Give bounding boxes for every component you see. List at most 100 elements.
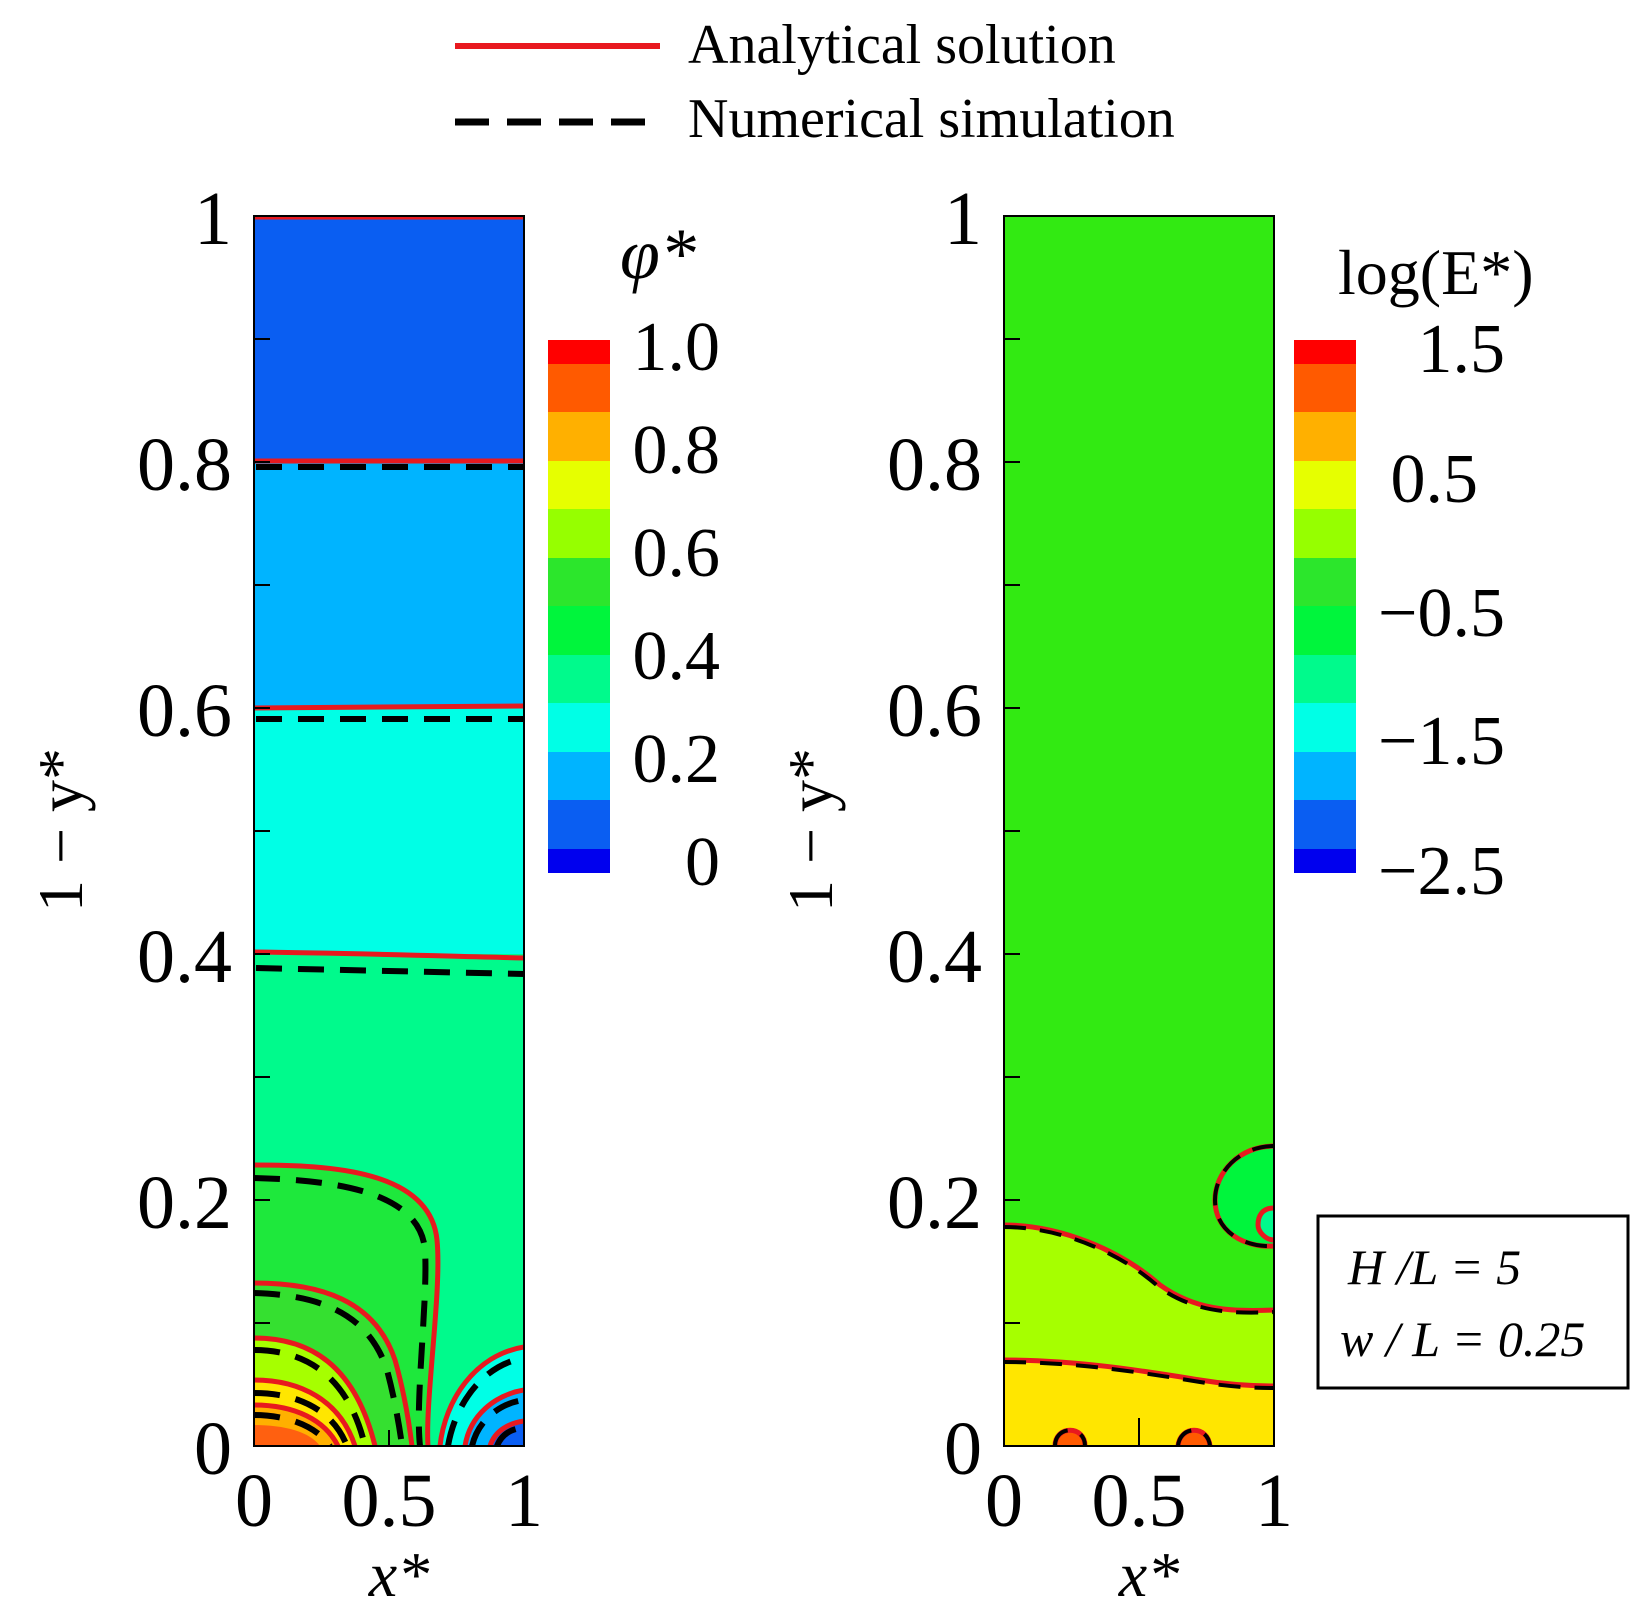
logE-cb-swatch [1294,655,1356,703]
logE-cb-swatch [1294,340,1356,364]
phi-cb-swatch [548,800,610,849]
phi-analytical-contour [254,1402,341,1446]
parameter-box-frame [1316,1214,1630,1390]
param-h-over-l: H /L = 5 [1347,1239,1521,1295]
phi-region-2 [254,708,524,954]
phi-cb-tick: 0.4 [633,618,721,695]
phi-numerical-contour [254,1290,405,1446]
phi-numerical-contour [254,1175,429,1446]
logE-cb-swatch [1294,412,1356,461]
phi-x-tick-0: 0 [235,1459,273,1543]
phi-analytical-contour [254,1335,378,1446]
phi-cb-swatch [548,752,610,800]
logE-colorbar-title: log(E*) [1338,237,1534,308]
logE-y-tick-02: 0.2 [887,1161,982,1245]
logE-y-tick-1: 1 [944,177,982,261]
phi-x-tick-1: 1 [505,1459,543,1543]
phi-y-tick-02: 0.2 [137,1161,232,1245]
logE-cb-tick: −2.5 [1378,833,1505,910]
logE-y-tick-0: 0 [944,1407,982,1491]
phi-cb-swatch [548,461,610,509]
phi-y-tick-04: 0.4 [137,915,232,999]
phi-y-tick-08: 0.8 [137,423,232,507]
logE-cb-swatch [1294,849,1356,873]
phi-numerical-contour [255,965,524,977]
logE-analytical-contour [1255,1205,1274,1243]
logE-y-axis-label: 1 − y* [775,748,846,912]
logE-cb-swatch [1294,461,1356,509]
phi-numerical-contour [469,1397,524,1446]
phi-analytical-contour [254,1162,441,1446]
phi-x-axis-label: x* [368,1539,429,1610]
legend: Analytical solution Numerical simulation [455,14,1175,150]
phi-numerical-contour [254,1347,368,1446]
logE-cb-swatch [1294,703,1356,752]
logE-cb-swatch [1294,752,1356,800]
phi-cb-swatch [548,364,610,412]
phi-cb-swatch [548,606,610,655]
logE-x-tick-1: 1 [1255,1459,1293,1543]
phi-numerical-contours [254,464,524,1446]
param-w-over-l: w / L = 0.25 [1340,1311,1585,1367]
phi-cb-swatch [548,558,610,606]
phi-cb-swatch [548,703,610,752]
phi-colorbar [548,340,610,873]
logE-numerical-contour [1212,1144,1274,1249]
logE-cb-tick: 1.5 [1418,311,1506,388]
logE-colorbar-ticks: 1.5 0.5 −0.5 −1.5 −2.5 [1378,311,1505,910]
phi-analytical-contour [254,949,524,961]
phi-y-tick-0: 0 [194,1407,232,1491]
phi-analytical-contour [462,1387,524,1446]
logE-y-tick-06: 0.6 [887,669,982,753]
logE-numerical-contour [1176,1428,1212,1446]
legend-numerical-label: Numerical simulation [688,88,1175,150]
phi-ticks [254,338,390,1446]
phi-field [254,216,524,1446]
phi-cb-swatch [548,509,610,558]
phi-x-tick-labels: 0 0.5 1 [235,1459,543,1543]
logE-cb-tick: −0.5 [1378,575,1505,652]
phi-analytical-contour [254,1377,358,1446]
logE-cb-tick: −1.5 [1378,703,1505,780]
phi-y-tick-06: 0.6 [137,669,232,753]
phi-cb-swatch [548,655,610,703]
phi-analytical-contour [437,1344,524,1446]
logE-y-tick-08: 0.8 [887,423,982,507]
logE-x-tick-05: 0.5 [1092,1459,1187,1543]
logE-numerical-contours [1004,1144,1274,1446]
logE-cb-swatch [1294,509,1356,558]
logE-numerical-contour [1053,1428,1087,1446]
phi-y-tick-labels: 1 0.8 0.6 0.4 0.2 0 [137,177,232,1491]
phi-cb-tick: 0.6 [633,515,721,592]
phi-numerical-contour [445,1355,524,1446]
phi-cb-tick: 0 [685,824,720,901]
logE-cb-swatch [1294,800,1356,849]
logE-panel: 1 0.8 0.6 0.4 0.2 0 0 0.5 1 x* 1 − y* [775,177,1534,1610]
phi-analytical-contour [254,1280,415,1446]
legend-analytical-label: Analytical solution [688,14,1116,76]
logE-cb-swatch [1294,364,1356,412]
logE-numerical-contour [1004,1225,1274,1315]
phi-colorbar-ticks: 1.0 0.8 0.6 0.4 0.2 0 [633,309,721,901]
parameter-box: H /L = 5 w / L = 0.25 [1316,1214,1630,1390]
phi-cb-swatch [548,340,610,364]
logE-cb-swatch [1294,606,1356,655]
phi-region-1 [254,462,524,708]
logE-colorbar [1294,340,1356,873]
logE-cb-swatch [1294,558,1356,606]
phi-analytical-contour [487,1418,524,1446]
logE-y-tick-labels: 1 0.8 0.6 0.4 0.2 0 [887,177,982,1491]
phi-cb-tick: 0.8 [633,412,721,489]
logE-ticks [1004,338,1140,1446]
logE-x-axis-label: x* [1118,1539,1179,1610]
logE-field [1004,216,1274,1446]
phi-cb-tick: 0.2 [633,721,721,798]
phi-cb-swatch [548,849,610,873]
phi-numerical-contour [254,1390,350,1446]
phi-y-axis-label: 1 − y* [25,748,96,912]
logE-cb-tick: 0.5 [1391,441,1479,518]
phi-numerical-contour [494,1425,524,1446]
logE-y-tick-04: 0.4 [887,915,982,999]
phi-x-tick-05: 0.5 [342,1459,437,1543]
